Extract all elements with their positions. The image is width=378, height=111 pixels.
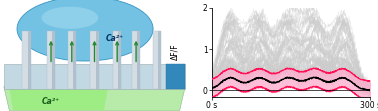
Ellipse shape [17, 0, 153, 61]
Ellipse shape [42, 7, 98, 29]
Polygon shape [22, 31, 31, 89]
Polygon shape [4, 64, 185, 89]
Polygon shape [158, 31, 161, 89]
Y-axis label: ΔF/F: ΔF/F [171, 44, 180, 60]
Polygon shape [153, 31, 161, 89]
Polygon shape [4, 87, 185, 111]
Polygon shape [90, 31, 99, 89]
Polygon shape [73, 31, 76, 89]
Polygon shape [132, 31, 140, 89]
Polygon shape [137, 31, 140, 89]
Polygon shape [68, 31, 76, 89]
Polygon shape [9, 89, 108, 110]
Polygon shape [113, 31, 121, 89]
Polygon shape [118, 31, 121, 89]
Polygon shape [47, 31, 55, 89]
Polygon shape [96, 31, 99, 89]
Polygon shape [52, 31, 55, 89]
Polygon shape [28, 31, 31, 89]
Polygon shape [166, 64, 185, 89]
Text: Ca²⁺: Ca²⁺ [106, 34, 124, 43]
Text: Ca²⁺: Ca²⁺ [42, 97, 60, 106]
